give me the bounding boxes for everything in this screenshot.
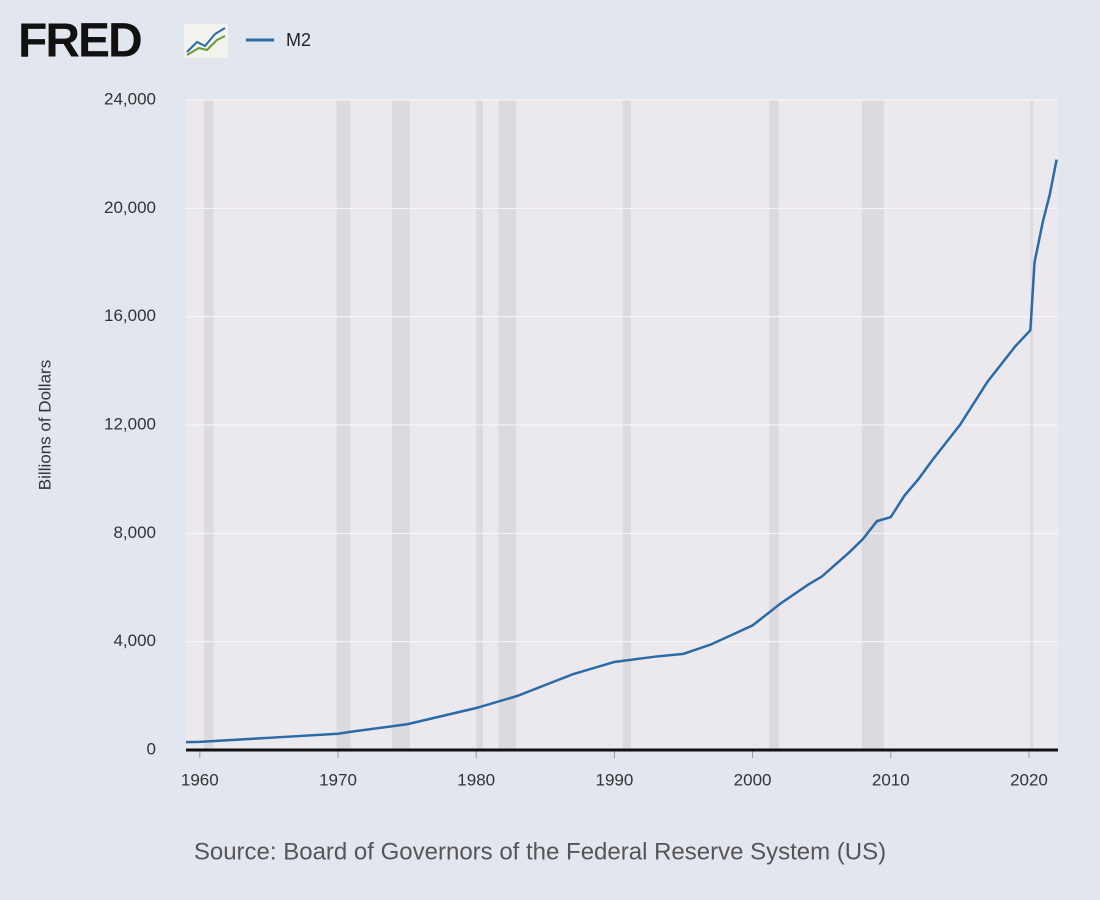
- y-tick-label: 0: [147, 739, 156, 758]
- y-tick-label: 24,000: [104, 89, 156, 108]
- x-tick-label: 1970: [319, 770, 357, 789]
- legend-label: M2: [286, 30, 311, 50]
- x-tick-label: 2000: [734, 770, 772, 789]
- x-tick-label: 2010: [872, 770, 910, 789]
- source: Source: Board of Governors of the Federa…: [194, 838, 886, 865]
- y-tick-label: 16,000: [104, 306, 156, 325]
- y-tick-label: 4,000: [113, 631, 156, 650]
- logo: FRED: [18, 15, 141, 68]
- series-line: [185, 159, 1058, 744]
- logo-icon: [184, 24, 228, 58]
- y-tick-label: 8,000: [113, 523, 156, 542]
- x-tick-label: 1980: [457, 770, 495, 789]
- x-tick-label: 1960: [181, 770, 219, 789]
- y-axis-label: Billions of Dollars: [35, 360, 54, 490]
- y-tick-label: 20,000: [104, 198, 156, 217]
- x-tick-label: 2020: [1010, 770, 1048, 789]
- x-tick-label: 1990: [595, 770, 633, 789]
- y-tick-label: 12,000: [104, 414, 156, 433]
